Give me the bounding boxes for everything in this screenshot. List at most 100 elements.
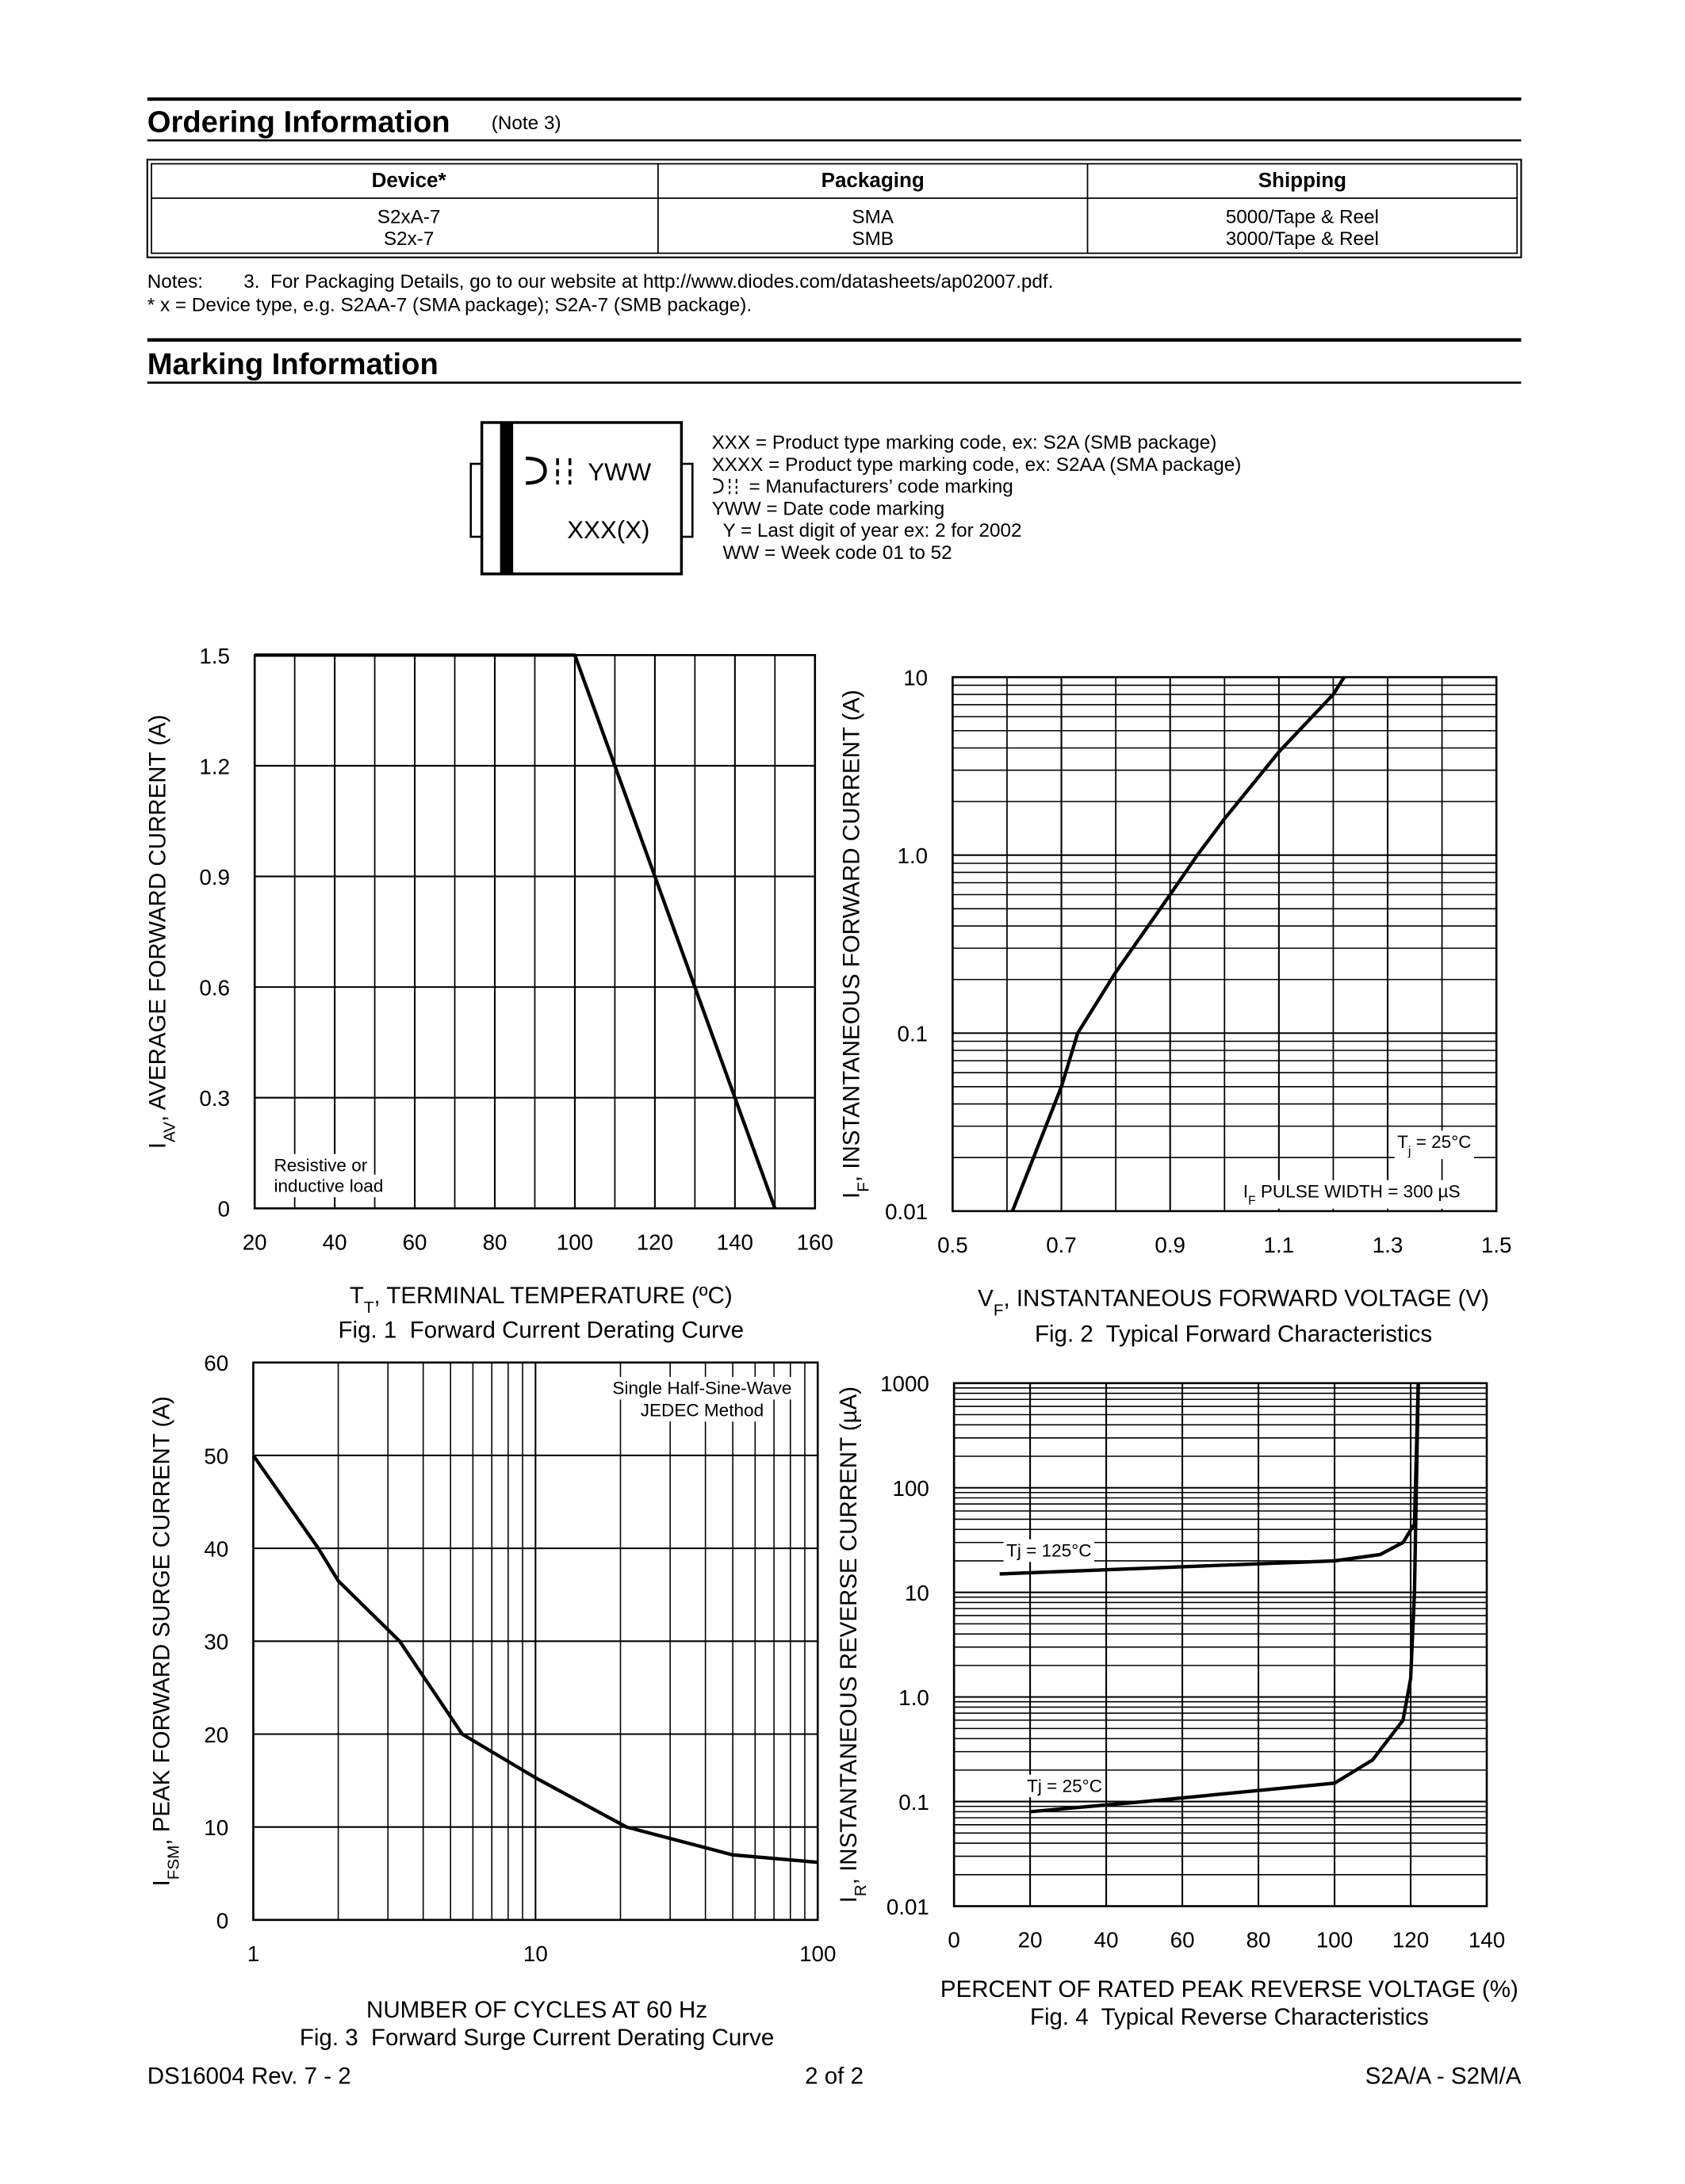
marking-legend: Y = Last digit of year ex: 2 for 2002 — [722, 520, 1021, 541]
y-tick-label: 0 — [217, 1197, 229, 1222]
figure-caption: Fig. 4 Typical Reverse Characteristics — [1030, 2004, 1429, 2030]
marking-legend: XXXX = Product type marking code, ex: S2… — [712, 454, 1242, 476]
y-tick-label: 20 — [204, 1723, 228, 1747]
annotation-background — [271, 1153, 371, 1177]
x-axis-label-part: , TERMINAL TEMPERATURE (ºC) — [373, 1283, 732, 1309]
x-axis-label: TT, TERMINAL TEMPERATURE (ºC) — [350, 1283, 733, 1317]
y-tick-label: 0 — [216, 1908, 228, 1933]
chart — [252, 1361, 819, 1922]
table-cell: SMB — [852, 228, 894, 250]
x-tick-label: 120 — [1392, 1928, 1429, 1953]
y-axis-label-part: I — [836, 1896, 862, 1903]
annotation-background — [271, 1174, 386, 1198]
data-line — [1010, 676, 1346, 1212]
x-axis-label-part: T — [350, 1283, 364, 1309]
x-tick-label: 1.3 — [1373, 1233, 1404, 1257]
chart — [952, 675, 1498, 1213]
x-tick-label: 1.5 — [1481, 1233, 1512, 1257]
y-axis-label-part: I — [149, 1880, 175, 1886]
y-axis-label-part: , AVERAGE FORWARD CURRENT (A) — [144, 714, 170, 1122]
annotation-part: I — [1243, 1181, 1248, 1201]
y-tick-label: 0.6 — [199, 976, 230, 1000]
table-border — [146, 159, 1522, 258]
x-tick-label: 40 — [1094, 1928, 1119, 1953]
table-cell: SMA — [852, 206, 894, 228]
footer-left: DS16004 Rev. 7 - 2 — [147, 2063, 351, 2089]
y-tick-label: 0.01 — [885, 1199, 928, 1224]
y-tick-label: 50 — [204, 1444, 228, 1468]
y-tick-label: 0.01 — [887, 1895, 929, 1919]
marking-legend: XXX = Product type marking code, ex: S2A… — [712, 432, 1217, 453]
x-tick-label: 0.9 — [1155, 1233, 1185, 1257]
x-tick-label: 60 — [1170, 1928, 1195, 1953]
y-tick-label: 10 — [905, 1581, 929, 1605]
package-type-code: XXX(X) — [567, 516, 649, 544]
table-header: Shipping — [1258, 168, 1346, 192]
x-tick-label: 20 — [1018, 1928, 1043, 1953]
table-border — [151, 163, 1518, 254]
series-label: Tj = 125°C — [1006, 1541, 1091, 1561]
annotation: Single Half-Sine-Wave — [612, 1379, 791, 1398]
series-label-background — [1003, 1539, 1094, 1562]
x-tick-label: 1.1 — [1264, 1233, 1295, 1257]
x-tick-label: 0 — [948, 1928, 959, 1953]
y-tick-label: 1.2 — [199, 754, 230, 778]
annotation-background — [1240, 1180, 1464, 1209]
y-axis-label-part: I — [144, 1142, 170, 1149]
logo — [556, 458, 572, 485]
series-label-background — [1024, 1774, 1105, 1798]
x-tick-label: 140 — [717, 1230, 753, 1254]
data-line — [255, 653, 777, 1210]
section-title: Marking Information — [147, 347, 438, 381]
chart — [952, 1382, 1488, 1907]
y-axis-label: IAV, AVERAGE FORWARD CURRENT (A) — [144, 714, 178, 1149]
y-tick-label: 1.0 — [898, 843, 929, 868]
notes-label: Notes: — [147, 271, 203, 293]
section-title: Ordering Information — [147, 105, 450, 140]
y-axis-label: IFSM, PEAK FORWARD SURGE CURRENT (A) — [149, 1396, 183, 1886]
x-tick-label: 100 — [1316, 1928, 1353, 1953]
footer-right: S2A/A - S2M/A — [1365, 2063, 1522, 2089]
y-axis-label: IR, INSTANTANEOUS REVERSE CURRENT (µA) — [836, 1387, 870, 1903]
note-ref: (Note 3) — [492, 113, 561, 134]
x-axis-label-part: NUMBER OF CYCLES AT 60 Hz — [366, 1997, 707, 2023]
y-axis-label-part: R — [851, 1884, 869, 1896]
y-tick-label: 0.3 — [199, 1086, 230, 1111]
y-axis-label-part: AV — [160, 1122, 178, 1142]
annotation-background — [638, 1398, 767, 1422]
annotation-part: inductive load — [274, 1176, 383, 1195]
y-tick-label: 1.5 — [199, 644, 230, 668]
y-tick-label: 40 — [204, 1537, 228, 1562]
cathode-band — [500, 421, 514, 576]
annotation: IF PULSE WIDTH = 300 µS — [1243, 1181, 1461, 1207]
table-header: Packaging — [821, 168, 925, 192]
y-tick-label: 60 — [204, 1351, 228, 1375]
annotation-part: PULSE WIDTH = 300 µS — [1256, 1181, 1461, 1201]
x-tick-label: 1 — [247, 1941, 259, 1966]
y-tick-label: 0.1 — [898, 1790, 929, 1815]
x-tick-label: 0.5 — [937, 1233, 968, 1257]
table-header: Device* — [372, 168, 447, 192]
y-axis-label-part: F — [854, 1182, 872, 1192]
x-axis-label-part: PERCENT OF RATED PEAK REVERSE VOLTAGE (%… — [940, 1976, 1518, 2002]
annotation-part: Single Half-Sine-Wave — [612, 1379, 791, 1398]
x-tick-label: 80 — [483, 1230, 507, 1254]
y-axis-label-part: , INSTANTANEOUS REVERSE CURRENT (µA) — [836, 1387, 862, 1884]
y-tick-label: 30 — [204, 1630, 228, 1654]
annotation: Tj = 25°C — [1397, 1132, 1471, 1158]
figure-caption: Fig. 1 Forward Current Derating Curve — [339, 1318, 745, 1344]
x-tick-label: 10 — [523, 1941, 548, 1966]
x-axis-label-part: V — [978, 1286, 994, 1312]
plot-frame — [952, 1382, 1488, 1907]
y-tick-label: 0.9 — [199, 865, 230, 889]
x-axis-label: VF, INSTANTANEOUS FORWARD VOLTAGE (V) — [978, 1286, 1489, 1319]
x-axis-label-part: F — [994, 1301, 1004, 1319]
data-line — [1029, 1383, 1420, 1814]
annotation-part: F — [1248, 1194, 1256, 1207]
table-cell: 5000/Tape & Reel — [1226, 206, 1379, 228]
data-line — [251, 1454, 818, 1865]
y-axis-label-part: FSM — [164, 1845, 182, 1880]
chart — [253, 654, 817, 1210]
